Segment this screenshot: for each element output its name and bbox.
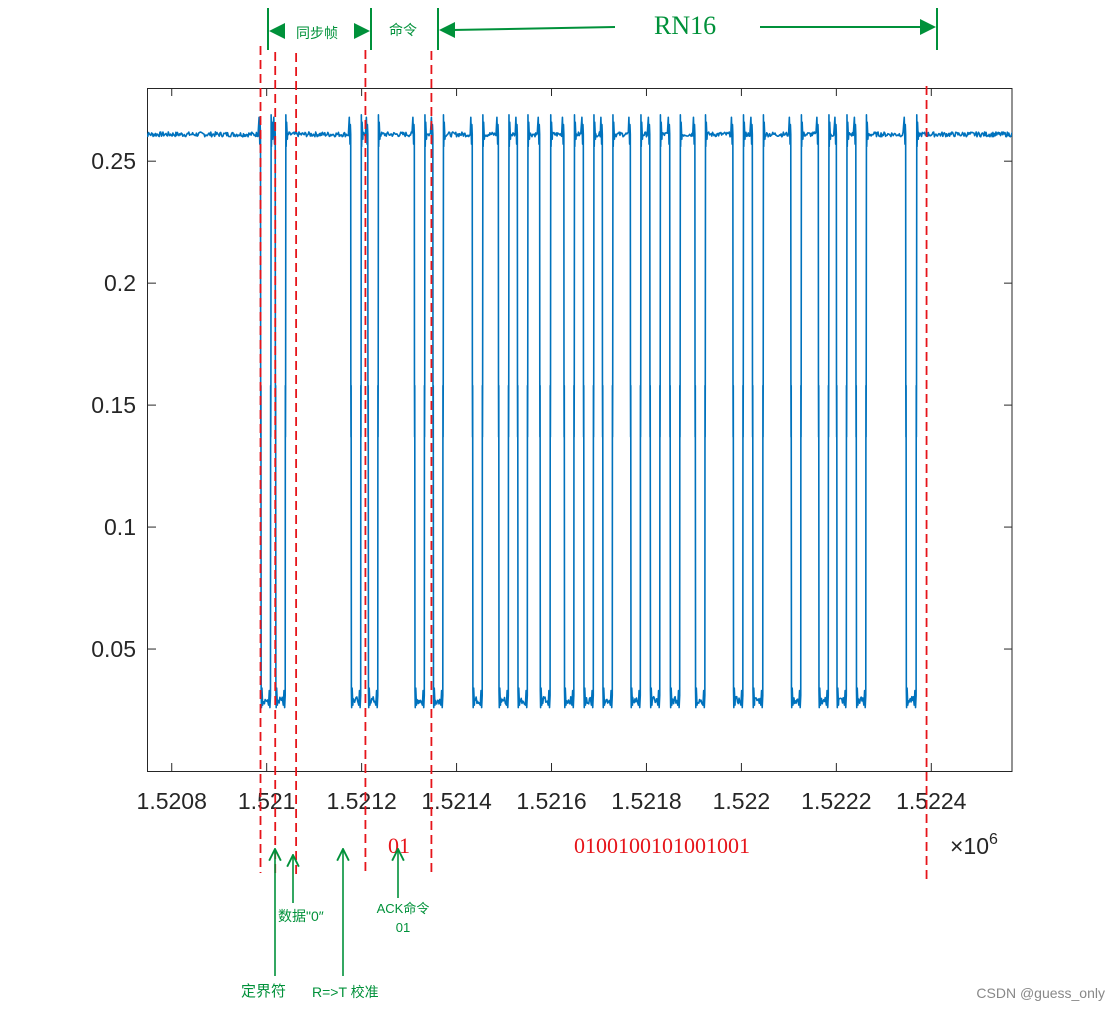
command-bits-label: 01 <box>388 833 410 858</box>
x-tick-label: 1.5216 <box>516 788 586 814</box>
y-tick-label: 0.25 <box>91 148 136 174</box>
x-tick-label: 1.5214 <box>421 788 492 814</box>
command-left-arrowhead <box>439 22 455 38</box>
y-tick-label: 0.1 <box>104 514 136 540</box>
rt-cal-label: R=>T 校准 <box>312 984 379 1000</box>
top-annotations: 同步帧 命令 RN16 <box>267 8 938 50</box>
bottom-annotations: 数据"0″ ACK命令 01 定界符 R=>T 校准 <box>241 849 429 1000</box>
segment-boundary-markers <box>259 46 928 884</box>
ack-label-line1: ACK命令 <box>377 901 430 916</box>
sync-frame-label: 同步帧 <box>296 25 338 41</box>
rn16-label: RN16 <box>654 11 716 40</box>
y-tick-label: 0.2 <box>104 270 136 296</box>
x-tick-label: 1.521 <box>238 788 296 814</box>
sync-frame-left-arrowhead <box>269 23 285 39</box>
y-tick-label: 0.05 <box>91 636 136 662</box>
x-tick-label: 1.5218 <box>611 788 681 814</box>
signal-series-line <box>147 114 1012 709</box>
rn16-bits-label: 0100100101001001 <box>574 833 750 858</box>
x-exponent-label: ×106 <box>950 831 998 859</box>
sync-frame-right-arrowhead <box>354 23 370 39</box>
x-tick-label: 1.5208 <box>137 788 207 814</box>
x-tick-label: 1.5224 <box>896 788 967 814</box>
watermark: CSDN @guess_only <box>976 985 1105 1001</box>
rn16-left-arrow-shaft <box>451 26 616 31</box>
x-tick-label: 1.522 <box>713 788 771 814</box>
delimiter-label: 定界符 <box>241 983 286 1000</box>
command-label: 命令 <box>389 22 417 38</box>
ack-label-line2: 01 <box>396 920 410 935</box>
x-exponent-value: 6 <box>989 831 998 848</box>
y-tick-label: 0.15 <box>91 392 136 418</box>
rn16-right-arrowhead <box>920 19 936 35</box>
data0-label: 数据"0″ <box>278 908 324 924</box>
y-axis: 0.05 0.1 0.15 0.2 0.25 <box>91 148 1012 662</box>
plot-area <box>147 88 1013 772</box>
x-axis: 1.5208 1.521 1.5212 1.5214 1.5216 1.5218 1.522… <box>137 88 967 814</box>
x-tick-label: 1.5222 <box>801 788 871 814</box>
x-tick-label: 1.5212 <box>326 788 396 814</box>
